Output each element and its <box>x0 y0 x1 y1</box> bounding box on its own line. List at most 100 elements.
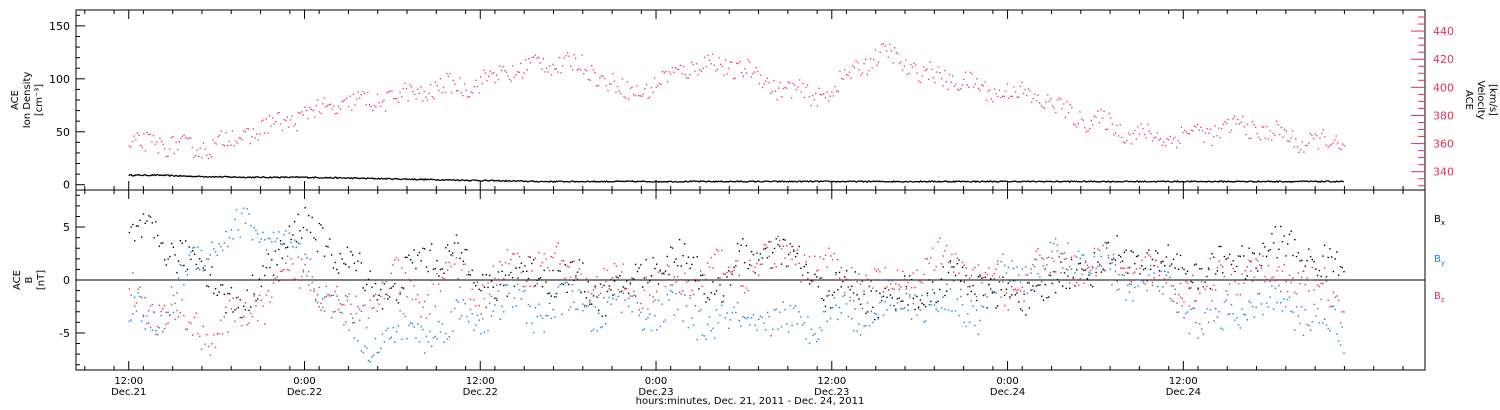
field-point-by <box>1099 249 1101 252</box>
velocity-point <box>481 83 483 85</box>
field-point-by <box>784 308 786 311</box>
field-point-bz <box>569 276 572 278</box>
velocity-point <box>985 99 988 101</box>
field-point-bx <box>1118 254 1120 256</box>
field-point-bz <box>552 256 554 259</box>
x-tick-date-label: Dec.24 <box>1166 387 1201 398</box>
field-point-bx <box>330 254 333 256</box>
field-point-bz <box>1220 264 1222 266</box>
field-point-bz <box>241 324 243 327</box>
velocity-point <box>462 94 464 97</box>
field-point-bz <box>933 269 936 271</box>
velocity-point <box>1187 132 1189 135</box>
velocity-point <box>351 109 353 111</box>
field-point-by <box>721 304 723 307</box>
velocity-point <box>167 155 169 158</box>
field-point-bz <box>949 262 951 264</box>
field-point-bx <box>568 283 570 286</box>
field-point-by <box>323 296 326 298</box>
field-point-bz <box>649 294 651 296</box>
field-point-bx <box>352 254 354 256</box>
field-point-by <box>1162 286 1164 288</box>
velocity-point <box>861 72 864 74</box>
velocity-point <box>1325 144 1328 146</box>
field-point-bz <box>186 328 189 331</box>
field-point-by <box>316 302 319 304</box>
field-point-by <box>515 305 517 307</box>
field-point-by <box>1304 309 1306 311</box>
field-point-bz <box>1176 302 1178 304</box>
field-point-bz <box>947 261 950 263</box>
field-point-bx <box>682 255 684 257</box>
field-point-bz <box>220 319 222 321</box>
field-point-bx <box>179 240 182 242</box>
field-point-bz <box>1058 256 1060 258</box>
field-point-bx <box>534 285 537 287</box>
field-point-bx <box>251 274 254 276</box>
velocity-point <box>1076 126 1078 128</box>
velocity-point <box>790 97 793 99</box>
field-point-bx <box>1211 253 1213 255</box>
velocity-point <box>929 61 931 63</box>
field-point-bz <box>197 332 199 335</box>
velocity-point <box>409 84 411 86</box>
field-point-bz <box>736 260 739 262</box>
field-point-by <box>211 241 213 243</box>
field-point-bz <box>1072 278 1074 280</box>
field-point-bx <box>823 299 825 301</box>
field-point-bz <box>670 284 672 286</box>
velocity-point <box>1246 123 1249 125</box>
field-point-bx <box>278 248 280 251</box>
field-point-bz <box>990 287 992 290</box>
velocity-point <box>853 67 856 69</box>
field-point-bx <box>896 298 899 300</box>
field-point-bx <box>1320 275 1322 278</box>
field-point-by <box>1295 306 1298 308</box>
field-point-bz <box>884 267 886 269</box>
velocity-point <box>871 67 873 69</box>
field-point-by <box>1262 313 1264 316</box>
velocity-point <box>1267 138 1270 140</box>
velocity-point <box>217 136 219 138</box>
field-point-bx <box>1030 289 1032 291</box>
velocity-point <box>457 90 459 92</box>
field-point-by <box>1104 241 1106 244</box>
field-point-bz <box>793 248 795 251</box>
velocity-point <box>1195 126 1197 128</box>
field-point-by <box>1285 306 1287 308</box>
field-point-by <box>1076 256 1078 258</box>
velocity-point <box>1263 126 1265 128</box>
field-point-by <box>865 325 867 327</box>
velocity-point <box>623 96 625 98</box>
field-point-bz <box>636 279 639 281</box>
velocity-point <box>368 104 371 106</box>
field-point-bz <box>777 235 779 237</box>
velocity-point <box>344 99 346 101</box>
field-point-bz <box>1026 273 1029 276</box>
field-point-by <box>726 312 728 314</box>
field-point-by <box>371 356 373 358</box>
field-point-bx <box>1137 255 1139 257</box>
field-point-bz <box>383 297 385 300</box>
velocity-point <box>141 146 143 148</box>
field-point-bx <box>1072 276 1074 279</box>
field-point-by <box>1287 298 1289 301</box>
field-point-bz <box>1325 280 1328 282</box>
field-point-bz <box>476 281 479 284</box>
field-point-bx <box>533 259 535 261</box>
field-point-by <box>158 327 160 329</box>
velocity-point <box>1342 143 1344 145</box>
field-point-bx <box>1044 283 1046 286</box>
field-point-bz <box>975 296 978 298</box>
field-point-bx <box>279 240 282 242</box>
field-point-bz <box>466 274 468 276</box>
field-point-bx <box>798 245 800 248</box>
field-point-by <box>1011 260 1013 262</box>
field-point-by <box>1114 270 1117 273</box>
field-point-by <box>615 298 617 301</box>
velocity-point <box>828 100 830 102</box>
field-point-bz <box>524 285 526 288</box>
velocity-point <box>1003 95 1005 97</box>
field-point-bx <box>492 286 494 288</box>
velocity-point <box>955 83 957 85</box>
